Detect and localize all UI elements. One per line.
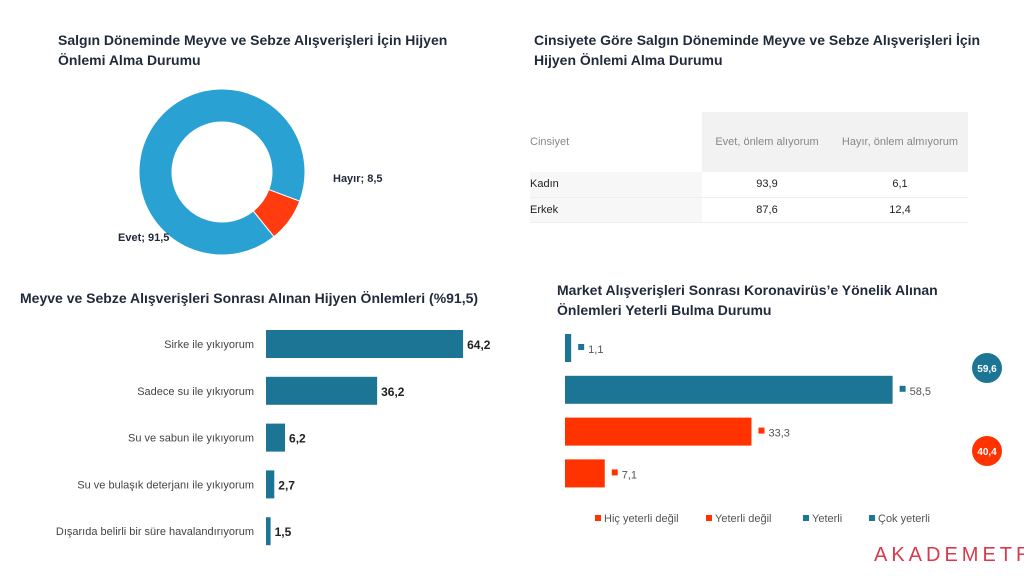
bar <box>266 330 464 358</box>
total-badge <box>972 436 1002 466</box>
legend-key <box>706 515 712 521</box>
donut-slice <box>252 188 301 238</box>
legend-key <box>578 344 585 350</box>
cell: Erkek <box>530 197 702 223</box>
gender-table: Cinsiyet Evet, önlem alıyorum Hayır, önlem… <box>530 112 968 223</box>
cell: 93,9 <box>702 172 832 198</box>
data-label: 2,7 <box>278 478 295 492</box>
category-label: Sadece su ile yıkıyorum <box>137 386 254 398</box>
akademetre-logo: AKADEMETRE <box>874 544 1024 566</box>
legend-key <box>899 385 906 392</box>
donut-slice <box>138 88 306 256</box>
data-label: 36,2 <box>381 385 405 399</box>
data-label: Evet; 91,5 <box>118 232 169 244</box>
col-header: Cinsiyet <box>530 112 702 172</box>
table-title: Cinsiyete Göre Salgın Döneminde Meyve ve… <box>534 32 981 68</box>
cell: Kadın <box>530 172 702 198</box>
data-label: 64,2 <box>467 338 491 352</box>
col-header: Evet, önlem alıyorum <box>702 112 832 172</box>
legend-label: Yeterli değil <box>715 513 771 525</box>
legend-key <box>595 515 601 521</box>
legend-key <box>803 515 809 521</box>
cell: 87,6 <box>702 197 832 223</box>
table-row: Erkek 87,6 12,4 <box>530 197 968 223</box>
bar <box>565 417 752 446</box>
legend-key <box>758 427 765 434</box>
category-label: Su ve sabun ile yıkıyorum <box>128 433 254 445</box>
data-label: 1,5 <box>275 525 292 539</box>
hygiene-bar-title: Meyve ve Sebze Alışverişleri Sonrası Alı… <box>20 290 479 306</box>
legend-label: Çok yeterli <box>878 513 930 525</box>
data-label: 7,1 <box>622 469 637 481</box>
legend-label: Yeterli <box>812 513 842 525</box>
col-header: Hayır, önlem almıyorum <box>832 112 968 172</box>
data-label: 33,3 <box>768 428 789 440</box>
total-badge <box>972 353 1002 383</box>
table-row: Kadın 93,9 6,1 <box>530 172 968 198</box>
legend-label: Hiç yeterli değil <box>604 513 679 525</box>
category-label: Sirke ile yıkıyorum <box>164 339 254 351</box>
bar <box>266 423 286 452</box>
data-label: 58,5 <box>910 386 931 398</box>
cell: 6,1 <box>832 172 968 198</box>
market-bar-title: Market Alışverişleri Sonrası Koronavirüs… <box>557 282 938 318</box>
total-label: 40,4 <box>977 447 997 458</box>
data-label: 6,2 <box>289 432 306 446</box>
bar <box>266 470 275 499</box>
total-label: 59,6 <box>977 364 997 375</box>
bar <box>266 376 378 405</box>
legend-key <box>611 469 618 476</box>
bar <box>565 334 572 362</box>
cell: 12,4 <box>832 197 968 223</box>
donut-title: Salgın Döneminde Meyve ve Sebze Alışveri… <box>58 32 448 68</box>
data-label: 1,1 <box>588 344 603 356</box>
bar <box>565 375 893 404</box>
data-label: Hayır; 8,5 <box>333 173 383 185</box>
bar <box>565 459 605 488</box>
bar <box>266 517 271 546</box>
category-label: Dışarıda belirli bir süre havalandırıyor… <box>56 526 254 538</box>
legend-key <box>869 515 875 521</box>
category-label: Su ve bulaşık deterjanı ile yıkıyorum <box>77 479 254 491</box>
